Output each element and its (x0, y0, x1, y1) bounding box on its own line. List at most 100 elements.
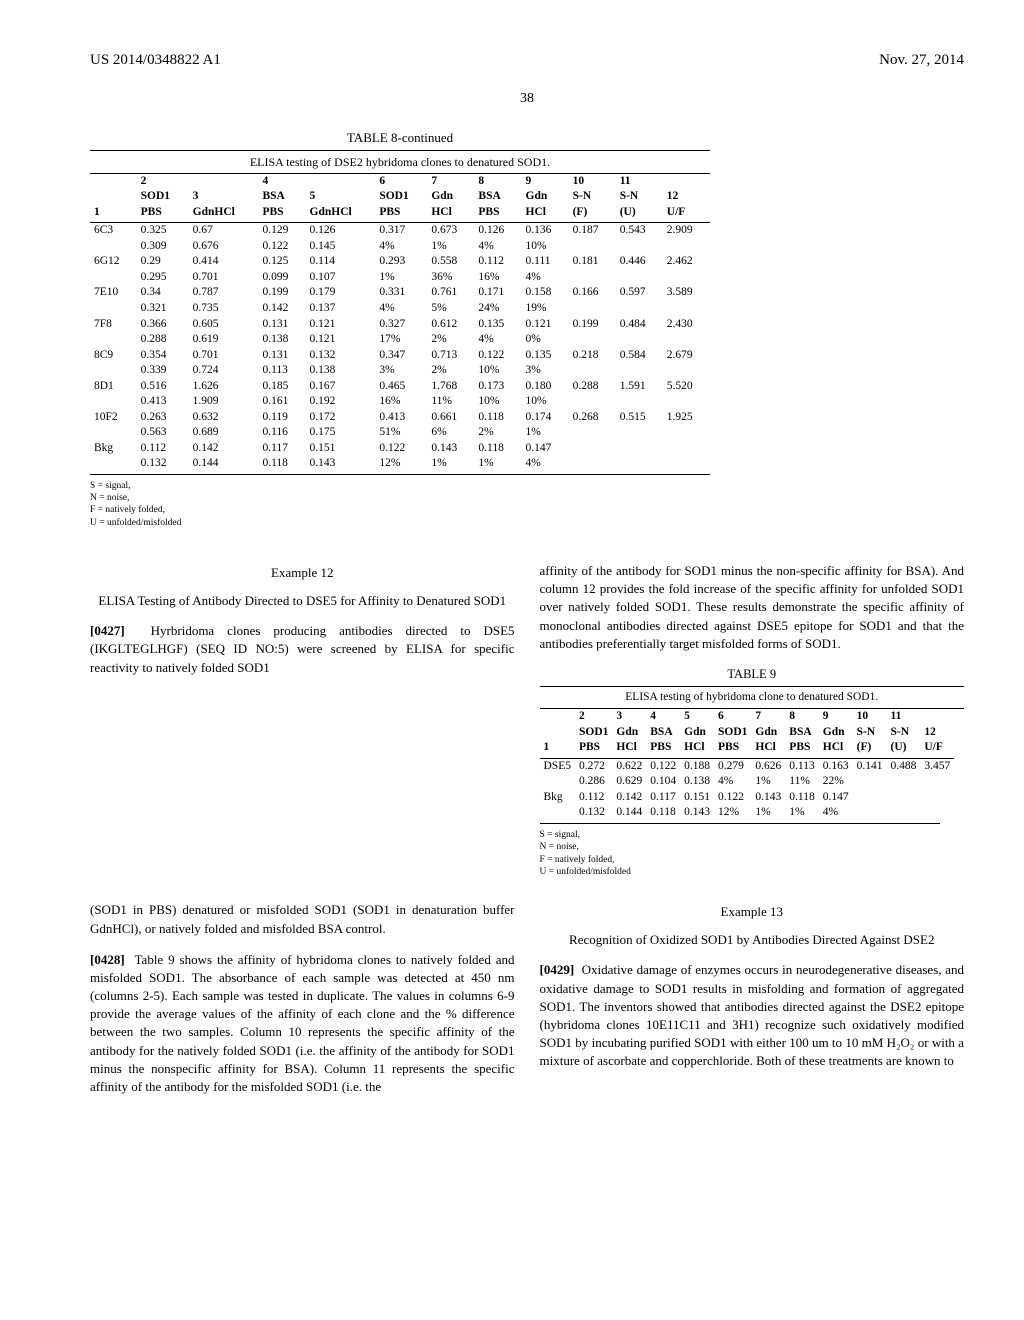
table-header-cell: HCl (427, 205, 474, 223)
table-cell (616, 301, 663, 317)
table-cell: 8C9 (90, 348, 137, 364)
table-cell: 0.144 (612, 805, 646, 823)
table-cell: 0.321 (137, 301, 189, 317)
table-cell: 0.161 (258, 394, 305, 410)
table-header-cell: S-N (569, 189, 616, 205)
table-cell: 0.119 (258, 410, 305, 426)
table-header-cell: 2 (575, 709, 612, 725)
table-row: 6C30.3250.670.1290.1260.3170.6730.1260.1… (90, 223, 710, 239)
table-cell: 4% (522, 456, 569, 474)
table-header-cell: 5 (680, 709, 714, 725)
table-cell: 0.293 (375, 254, 427, 270)
table-cell: 0.142 (189, 441, 259, 457)
table-cell: 0.126 (474, 223, 521, 239)
table-cell: 0.112 (137, 441, 189, 457)
table-cell: 0.181 (569, 254, 616, 270)
table-cell: 2.430 (663, 317, 710, 333)
table-cell: 0.147 (819, 790, 853, 806)
table-row: 0.3210.7350.1420.1374%5%24%19% (90, 301, 710, 317)
table-cell: 0.099 (258, 270, 305, 286)
table-row: 0.1320.1440.1180.14312%1%1%4% (540, 805, 955, 823)
table-cell (663, 394, 710, 410)
table-cell: 0.117 (258, 441, 305, 457)
table-header-cell: PBS (714, 740, 751, 758)
table-cell: 0.414 (189, 254, 259, 270)
table-header-cell: 3 (612, 709, 646, 725)
example-12-label: Example 12 (90, 564, 515, 582)
table-cell: 0.122 (714, 790, 751, 806)
table-header-cell: BSA (474, 189, 521, 205)
table-cell: 0.619 (189, 332, 259, 348)
table-cell: 0.413 (375, 410, 427, 426)
table-cell: 0.132 (575, 805, 612, 823)
example-13-label: Example 13 (540, 903, 965, 921)
table-cell: 10% (522, 239, 569, 255)
table-cell: 0.118 (258, 456, 305, 474)
table-cell: 0.129 (258, 223, 305, 239)
table-cell: 0.104 (646, 774, 680, 790)
table-cell: 0.145 (306, 239, 376, 255)
table-cell: 0.118 (785, 790, 818, 806)
table-header-cell: Gdn (751, 725, 785, 741)
table-cell: 0.516 (137, 379, 189, 395)
table-cell: 0.141 (853, 758, 887, 774)
table-header-cell: BSA (646, 725, 680, 741)
table-cell: 0.331 (375, 285, 427, 301)
table-cell: 0.126 (306, 223, 376, 239)
paragraph-0429-text: Oxidative damage of enzymes occurs in ne… (540, 962, 965, 1068)
table-cell: 0.279 (714, 758, 751, 774)
table-cell: 0.132 (306, 348, 376, 364)
table-cell: 0.173 (474, 379, 521, 395)
table-row: 10F20.2630.6320.1190.1720.4130.6610.1180… (90, 410, 710, 426)
table-cell: 0.111 (522, 254, 569, 270)
table-header-cell: 8 (474, 174, 521, 190)
table-cell: 0.131 (258, 317, 305, 333)
table-cell: 0.295 (137, 270, 189, 286)
table-cell: 0.192 (306, 394, 376, 410)
table-header-cell: (U) (887, 740, 921, 758)
table-cell: 3.589 (663, 285, 710, 301)
table-header-cell: 11 (616, 174, 663, 190)
table-header-cell: 11 (887, 709, 921, 725)
paragraph-0427: [0427] Hyrbridoma clones producing antib… (90, 622, 515, 677)
table-header-cell: 4 (646, 709, 680, 725)
table-cell: 3% (522, 363, 569, 379)
table-row: 6G120.290.4140.1250.1140.2930.5580.1120.… (90, 254, 710, 270)
table-cell: 0.143 (306, 456, 376, 474)
table-header-cell (663, 174, 710, 190)
table-cell (569, 425, 616, 441)
table-cell: 0.113 (785, 758, 818, 774)
table-cell: 0.689 (189, 425, 259, 441)
table-cell: 0.188 (680, 758, 714, 774)
table-header-cell: SOD1 (137, 189, 189, 205)
table-cell: 0.143 (751, 790, 785, 806)
table-cell: 0.118 (474, 410, 521, 426)
table-9-subtitle: ELISA testing of hybridoma clone to dena… (540, 686, 965, 710)
table-cell: 0.67 (189, 223, 259, 239)
table-cell: 0.142 (612, 790, 646, 806)
table-cell: 0.143 (680, 805, 714, 823)
table-header-cell: 12 (920, 725, 954, 741)
table-cell: 0.132 (137, 456, 189, 474)
table-cell: 0.138 (306, 363, 376, 379)
table-cell: 0.34 (137, 285, 189, 301)
table-cell: 0.185 (258, 379, 305, 395)
table-cell: 1% (751, 774, 785, 790)
table-cell: 8D1 (90, 379, 137, 395)
table-cell: 7F8 (90, 317, 137, 333)
table-9-title: TABLE 9 (540, 666, 965, 683)
table-cell (569, 363, 616, 379)
table-header-cell: S-N (616, 189, 663, 205)
table-header-cell (920, 709, 954, 725)
table-header-cell: 1 (90, 205, 137, 223)
table-cell: 0.673 (427, 223, 474, 239)
table-8-grid: 2467891011SOD13BSA5SOD1GdnBSAGdnS-NS-N12… (90, 174, 710, 474)
table-cell: 1% (785, 805, 818, 823)
table-header-cell: Gdn (680, 725, 714, 741)
table-cell (920, 805, 954, 823)
table-cell: 4% (474, 332, 521, 348)
table-cell: 0.122 (474, 348, 521, 364)
table-cell: 0.122 (258, 239, 305, 255)
table-cell: DSE5 (540, 758, 575, 774)
table-cell (616, 363, 663, 379)
